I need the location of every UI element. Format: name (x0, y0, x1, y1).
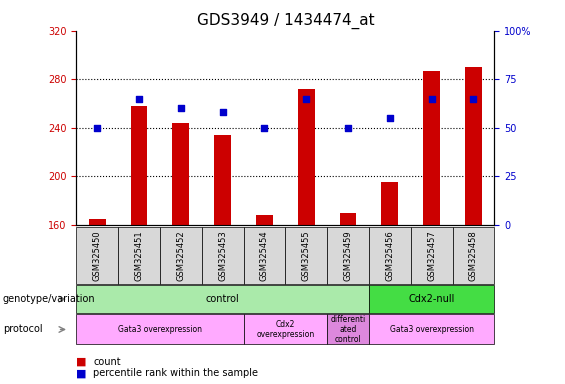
Bar (298, 89, 315, 225)
Text: Cdx2
overexpression: Cdx2 overexpression (256, 320, 315, 339)
Text: count: count (93, 357, 121, 367)
Text: differenti
ated
control: differenti ated control (331, 314, 366, 344)
Bar (131, 106, 147, 225)
Text: genotype/variation: genotype/variation (3, 294, 95, 304)
Text: GSM325452: GSM325452 (176, 230, 185, 281)
Point (385, 115, 394, 121)
Text: GSM325455: GSM325455 (302, 230, 311, 281)
Text: protocol: protocol (3, 324, 42, 334)
Title: GDS3949 / 1434474_at: GDS3949 / 1434474_at (197, 13, 374, 29)
Text: GSM325451: GSM325451 (134, 230, 144, 281)
Bar (381, 182, 398, 225)
Point (218, 109, 227, 115)
Text: GSM325458: GSM325458 (469, 230, 478, 281)
Bar (214, 135, 231, 225)
Text: Gata3 overexpression: Gata3 overexpression (118, 325, 202, 334)
Text: control: control (206, 294, 240, 304)
Text: Gata3 overexpression: Gata3 overexpression (390, 325, 473, 334)
Point (469, 96, 478, 102)
Text: ■: ■ (76, 368, 87, 378)
Text: GSM325450: GSM325450 (93, 230, 102, 281)
Text: GSM325454: GSM325454 (260, 230, 269, 281)
Point (260, 125, 269, 131)
Bar (340, 212, 357, 225)
Bar (172, 123, 189, 225)
Text: GSM325456: GSM325456 (385, 230, 394, 281)
Point (93, 125, 102, 131)
Bar (465, 67, 482, 225)
Point (134, 96, 144, 102)
Text: GSM325457: GSM325457 (427, 230, 436, 281)
Text: GSM325453: GSM325453 (218, 230, 227, 281)
Bar (423, 71, 440, 225)
Point (302, 96, 311, 102)
Text: GSM325459: GSM325459 (344, 230, 353, 281)
Point (344, 125, 353, 131)
Point (427, 96, 436, 102)
Text: ■: ■ (76, 357, 87, 367)
Point (176, 105, 185, 111)
Text: Cdx2-null: Cdx2-null (408, 294, 455, 304)
Bar (89, 218, 106, 225)
Text: percentile rank within the sample: percentile rank within the sample (93, 368, 258, 378)
Bar (256, 215, 273, 225)
